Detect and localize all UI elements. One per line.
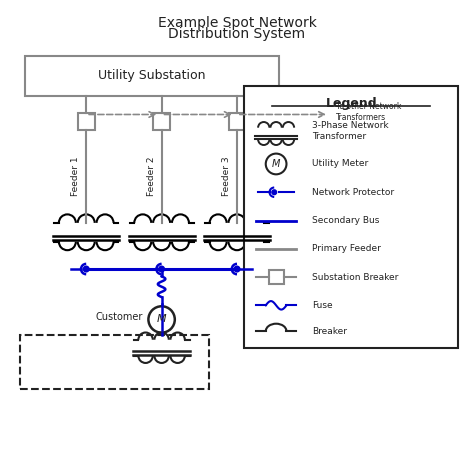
Text: M: M — [272, 159, 280, 169]
Text: Utility Substation: Utility Substation — [99, 69, 206, 82]
FancyBboxPatch shape — [20, 335, 209, 389]
Text: Fuse: Fuse — [312, 301, 333, 310]
Text: Primary Feeder: Primary Feeder — [312, 244, 381, 253]
Text: Distribution System: Distribution System — [168, 27, 306, 41]
Circle shape — [266, 154, 286, 174]
Circle shape — [159, 266, 164, 272]
Circle shape — [83, 266, 89, 272]
Text: Example Spot Network: Example Spot Network — [157, 17, 317, 30]
FancyBboxPatch shape — [244, 86, 458, 348]
Text: M: M — [157, 314, 166, 325]
Text: Feeder 2: Feeder 2 — [147, 157, 156, 196]
Text: Breaker: Breaker — [312, 327, 347, 336]
Text: Utility Meter: Utility Meter — [312, 159, 369, 168]
Circle shape — [272, 190, 277, 195]
Text: To other Network
Transformers: To other Network Transformers — [336, 102, 401, 122]
FancyBboxPatch shape — [78, 113, 95, 130]
Circle shape — [234, 266, 240, 272]
FancyBboxPatch shape — [228, 113, 246, 130]
FancyBboxPatch shape — [153, 113, 170, 130]
Text: 3-Phase Network
Transformer: 3-Phase Network Transformer — [312, 121, 389, 141]
Text: Legend: Legend — [326, 97, 377, 109]
Text: Secondary Bus: Secondary Bus — [312, 216, 380, 225]
FancyBboxPatch shape — [269, 270, 283, 284]
Text: Feeder 1: Feeder 1 — [72, 156, 80, 196]
Text: Substation Breaker: Substation Breaker — [312, 273, 399, 282]
Text: Network Protector: Network Protector — [312, 188, 394, 197]
Circle shape — [148, 306, 175, 333]
Text: Feeder 3: Feeder 3 — [222, 156, 231, 196]
Text: Customer: Customer — [96, 312, 143, 322]
FancyBboxPatch shape — [25, 55, 279, 96]
